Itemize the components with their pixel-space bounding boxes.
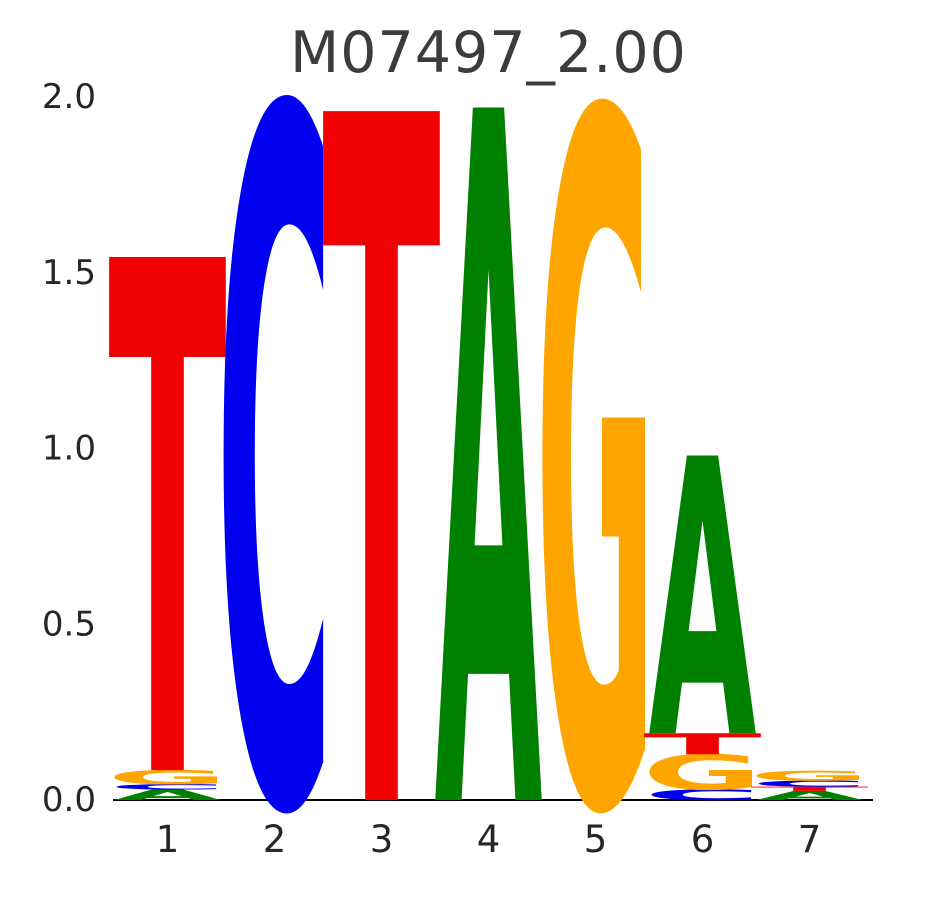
x-tick-label: 1 — [156, 818, 180, 861]
x-tick-label: 3 — [370, 818, 394, 861]
y-tick-label: 1.0 — [42, 429, 96, 469]
logo-letter-G: G — [107, 766, 228, 788]
x-tick-label: 2 — [263, 818, 287, 861]
logo-letter-A: A — [756, 788, 864, 803]
logo-letter-T: T — [643, 728, 762, 762]
logo-letter-C: C — [751, 779, 869, 789]
logo-letter-A: A — [649, 380, 758, 824]
logo-letter-C: C — [109, 783, 227, 791]
y-tick-label: 1.5 — [42, 253, 96, 293]
logo-letter-G: G — [642, 745, 763, 801]
y-tick-label: 2.0 — [42, 77, 96, 117]
logo-letter-C: C — [644, 787, 762, 804]
x-tick-label: 4 — [477, 818, 501, 861]
y-tick-label: 0.5 — [42, 604, 96, 644]
x-tick-label: 5 — [584, 818, 608, 861]
logo-letter-C: C — [216, 0, 334, 900]
logo-letter-T: T — [750, 785, 869, 792]
x-tick-label: 7 — [798, 818, 822, 861]
logo-letter-T: T — [108, 117, 227, 900]
chart-title: M07497_2.00 — [290, 20, 687, 86]
y-tick-label: 0.0 — [42, 780, 96, 820]
logo-letter-G: G — [535, 0, 656, 900]
logo-letter-A: A — [114, 787, 222, 804]
x-tick-label: 6 — [691, 818, 715, 861]
logo-letter-A: A — [435, 0, 544, 900]
logo-letter-T: T — [322, 0, 441, 900]
logo-letter-G: G — [749, 768, 870, 784]
